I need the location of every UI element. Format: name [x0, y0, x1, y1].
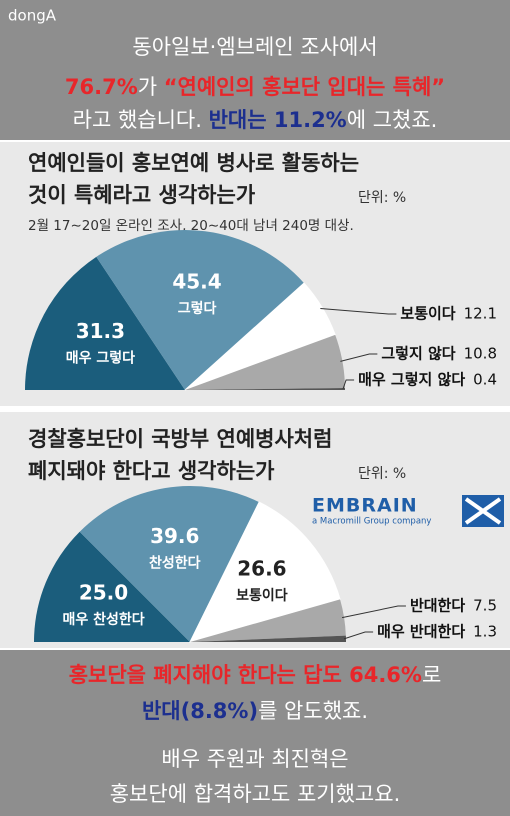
text-line: 홍보단을 폐지해야 한다는 답도 64.6%로	[69, 663, 442, 687]
value-label: 45.4	[172, 269, 221, 293]
value-label: 10.8	[464, 345, 497, 363]
pie-slice	[34, 531, 190, 642]
pie-slice	[185, 387, 345, 390]
text-line: 반대(8.8%)를 압도했죠.	[142, 699, 368, 723]
text-span: 반대(8.8%)	[142, 699, 258, 723]
category-label: 매우 그렇다	[66, 351, 135, 367]
pie-slice	[25, 256, 185, 390]
category-label: 보통이다	[400, 305, 455, 323]
chart-title: 경찰홍보단이 국방부 연예병사처럼	[28, 427, 332, 451]
text-span: 동아일보·엠브레인 조사에서	[132, 35, 377, 59]
pie-slice	[189, 501, 341, 643]
value-label: 31.3	[76, 319, 125, 343]
header-band	[0, 0, 510, 140]
text-line: 동아일보·엠브레인 조사에서	[132, 35, 377, 59]
text-span: 로	[422, 663, 441, 687]
value-label: 26.6	[237, 557, 286, 581]
leader-line	[320, 308, 397, 315]
footer-band	[0, 650, 510, 816]
leader-line	[341, 605, 406, 619]
text-span: “연예인의 홍보단 입대는 특혜”	[164, 75, 445, 99]
category-label: 매우 그렇지 않다	[358, 371, 465, 389]
value-label: 39.6	[150, 524, 199, 548]
logo-sub: a Macromill Group company	[312, 517, 431, 527]
value-label: 0.4	[473, 371, 497, 389]
leader-line	[343, 631, 374, 640]
brand: dongA	[8, 7, 57, 25]
text-span: 홍보단을 폐지해야 한다는 답도 64.6%	[69, 663, 422, 687]
pie-slice	[79, 486, 260, 642]
category-label: 매우 반대한다	[377, 623, 465, 641]
value-label: 1.3	[473, 623, 497, 641]
category-label: 그렇다	[178, 301, 217, 317]
logo-name: EMBRAIN	[312, 495, 418, 517]
unit: 단위: %	[358, 190, 406, 206]
category-label: 그렇지 않다	[381, 345, 455, 363]
pie-slice	[96, 230, 305, 390]
value-label: 25.0	[79, 581, 128, 605]
chart-title: 연예인들이 홍보연예 병사로 활동하는	[28, 151, 359, 175]
value-label: 12.1	[464, 305, 497, 323]
text-span: 배우 주원과 최진혁은	[161, 747, 348, 771]
leader-line	[342, 379, 355, 390]
category-label: 보통이다	[236, 587, 288, 604]
chart-title: 것이 특혜라고 생각하는가	[28, 183, 256, 207]
pie-slice	[185, 334, 345, 390]
text-span: 반대는 11.2%	[209, 108, 347, 132]
text-span: 에 그쳤죠.	[347, 108, 438, 132]
leader-line	[340, 353, 378, 362]
text-line: 홍보단에 합격하고도 포기했고요.	[110, 782, 401, 806]
text-span: 라고 했습니다.	[73, 108, 209, 132]
text-span: 를 압도했죠.	[258, 699, 368, 723]
chart-title: 폐지돼야 한다고 생각하는가	[28, 459, 275, 483]
pie-slice	[190, 635, 346, 642]
unit: 단위: %	[358, 466, 406, 482]
text-line: 라고 했습니다. 반대는 11.2%에 그쳤죠.	[73, 108, 438, 132]
value-label: 7.5	[473, 597, 497, 615]
text-span: 가	[138, 75, 164, 99]
note: 2월 17∼20일 온라인 조사, 20∼40대 남녀 240명 대상.	[28, 218, 354, 234]
text-span: 홍보단에 합격하고도 포기했고요.	[110, 782, 401, 806]
category-label: 매우 찬성한다	[62, 611, 144, 628]
logo-icon	[464, 497, 502, 525]
text-line: 76.7%가 “연예인의 홍보단 입대는 특혜”	[65, 75, 445, 99]
text-line: 배우 주원과 최진혁은	[161, 747, 348, 771]
category-label: 반대한다	[410, 597, 465, 615]
category-label: 찬성한다	[149, 555, 201, 572]
text-span: 76.7%	[65, 75, 138, 99]
pie-slice	[190, 599, 346, 642]
pie-slice	[184, 282, 336, 391]
